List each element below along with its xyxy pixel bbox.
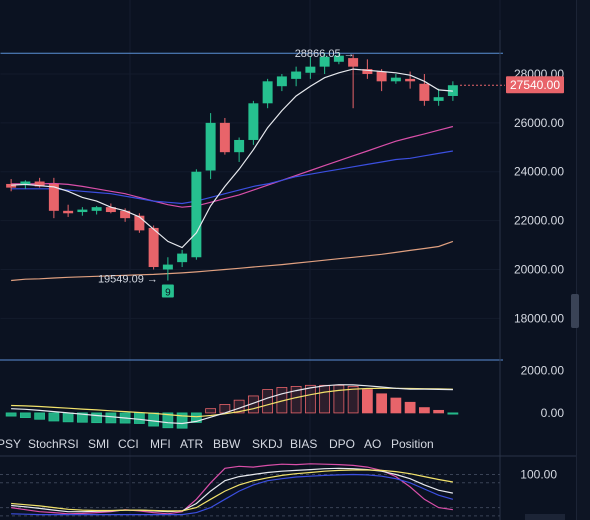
indicator-tab-cci[interactable]: CCI <box>118 437 139 451</box>
candle-body[interactable] <box>120 210 131 219</box>
histogram-bar <box>290 385 302 414</box>
candle-body[interactable] <box>333 55 344 62</box>
histogram-bar <box>133 412 145 424</box>
candle-body[interactable] <box>34 181 45 187</box>
low-badge-text: 9 <box>165 287 171 298</box>
price-axis-label: 18000.00 <box>514 311 564 325</box>
histogram-bar <box>333 384 345 414</box>
histogram-bar <box>418 407 430 414</box>
histogram-bar <box>262 389 274 414</box>
scroll-handle[interactable] <box>571 294 579 328</box>
histogram-bar <box>5 412 17 417</box>
ma-line-2 <box>11 150 453 205</box>
candle-body[interactable] <box>433 97 444 101</box>
histogram-bar <box>304 384 316 414</box>
candle-body[interactable] <box>191 171 202 258</box>
candle-body[interactable] <box>248 103 259 140</box>
candle-body[interactable] <box>419 83 430 101</box>
candle-body[interactable] <box>405 78 416 82</box>
candle-body[interactable] <box>319 56 330 67</box>
osc-axis-label-cut <box>525 514 565 520</box>
price-axis-label: 22000.00 <box>514 214 564 228</box>
candle-body[interactable] <box>148 227 159 268</box>
osc-axis-label: 100.00 <box>520 468 557 482</box>
high-price-annotation: 28866.05 → <box>295 48 355 60</box>
candle-body[interactable] <box>20 181 31 186</box>
candle-body[interactable] <box>63 210 74 214</box>
candle-body[interactable] <box>348 58 359 67</box>
indicator-tab-mfi[interactable]: MFI <box>150 437 171 451</box>
histogram-bar <box>376 393 388 414</box>
candle-body[interactable] <box>91 207 102 211</box>
histogram-bar <box>105 412 117 424</box>
current-price-badge <box>506 76 564 94</box>
indicator-tab-bbw[interactable]: BBW <box>213 437 241 451</box>
histogram-bar <box>176 412 188 429</box>
histogram-bar <box>390 397 402 414</box>
histogram-bar <box>404 401 416 414</box>
histogram-bar <box>76 412 88 423</box>
indicator-tab-smi[interactable]: SMI <box>88 437 110 451</box>
histogram-bar <box>19 412 31 418</box>
histogram-bar <box>347 385 359 414</box>
candle-body[interactable] <box>77 209 88 213</box>
price-axis-label: 20000.00 <box>514 262 564 276</box>
histogram-bar <box>361 389 373 414</box>
candle-body[interactable] <box>177 253 188 263</box>
price-axis-label: 26000.00 <box>514 116 564 130</box>
histogram-bar <box>433 409 445 414</box>
indicator-tab-bias[interactable]: BIAS <box>290 437 318 451</box>
histogram-bar <box>447 412 459 415</box>
histogram-bar <box>319 384 331 414</box>
macd-axis-label: 0.00 <box>541 406 565 420</box>
candle-body[interactable] <box>6 183 17 188</box>
candle-body[interactable] <box>376 71 387 82</box>
candle-body[interactable] <box>134 215 145 231</box>
indicator-tab-ao[interactable]: AO <box>364 437 382 451</box>
candle-body[interactable] <box>162 264 173 270</box>
ma-line-0 <box>11 68 453 249</box>
histogram-bar <box>148 412 160 427</box>
candle-body[interactable] <box>390 77 401 82</box>
histogram-bar <box>48 412 60 422</box>
candle-body[interactable] <box>234 139 245 153</box>
indicator-tab-stochrsi[interactable]: StochRSI <box>28 437 79 451</box>
indicator-tab-position[interactable]: Position <box>391 437 434 451</box>
indicator-tab-skdj[interactable]: SKDJ <box>252 437 283 451</box>
indicator-tab-psy[interactable]: PSY <box>0 437 22 451</box>
macd-line-0 <box>11 387 453 418</box>
candle-body[interactable] <box>219 122 230 153</box>
right-toolbar-strip <box>576 0 590 520</box>
candle-body[interactable] <box>362 69 373 74</box>
macd-line-1 <box>11 384 453 425</box>
histogram-bar <box>34 412 46 420</box>
histogram-bar <box>205 408 217 414</box>
indicator-tab-atr[interactable]: ATR <box>180 437 204 451</box>
histogram-bar <box>62 412 74 423</box>
price-axis-label: 24000.00 <box>514 165 564 179</box>
indicator-tab-dpo[interactable]: DPO <box>329 437 356 451</box>
ma-line-3 <box>11 240 454 282</box>
candle-body[interactable] <box>262 81 273 104</box>
candle-body[interactable] <box>205 122 216 171</box>
ma-line-1 <box>11 125 454 208</box>
candle-body[interactable] <box>105 207 116 213</box>
histogram-bar <box>190 412 202 423</box>
osc-line-3 <box>11 473 454 516</box>
histogram-bar <box>91 412 103 424</box>
current-price-label: 27540.00 <box>510 78 560 92</box>
osc-line-2 <box>11 469 454 512</box>
macd-axis-label: 2000.00 <box>521 363 565 377</box>
candle-body[interactable] <box>48 183 59 211</box>
low-badge <box>161 284 174 298</box>
low-price-annotation: 19549.09 → <box>98 273 158 285</box>
candle-body[interactable] <box>276 76 287 87</box>
candle-body[interactable] <box>305 66 316 73</box>
candle-body[interactable] <box>291 71 302 79</box>
histogram-bar <box>162 412 174 429</box>
